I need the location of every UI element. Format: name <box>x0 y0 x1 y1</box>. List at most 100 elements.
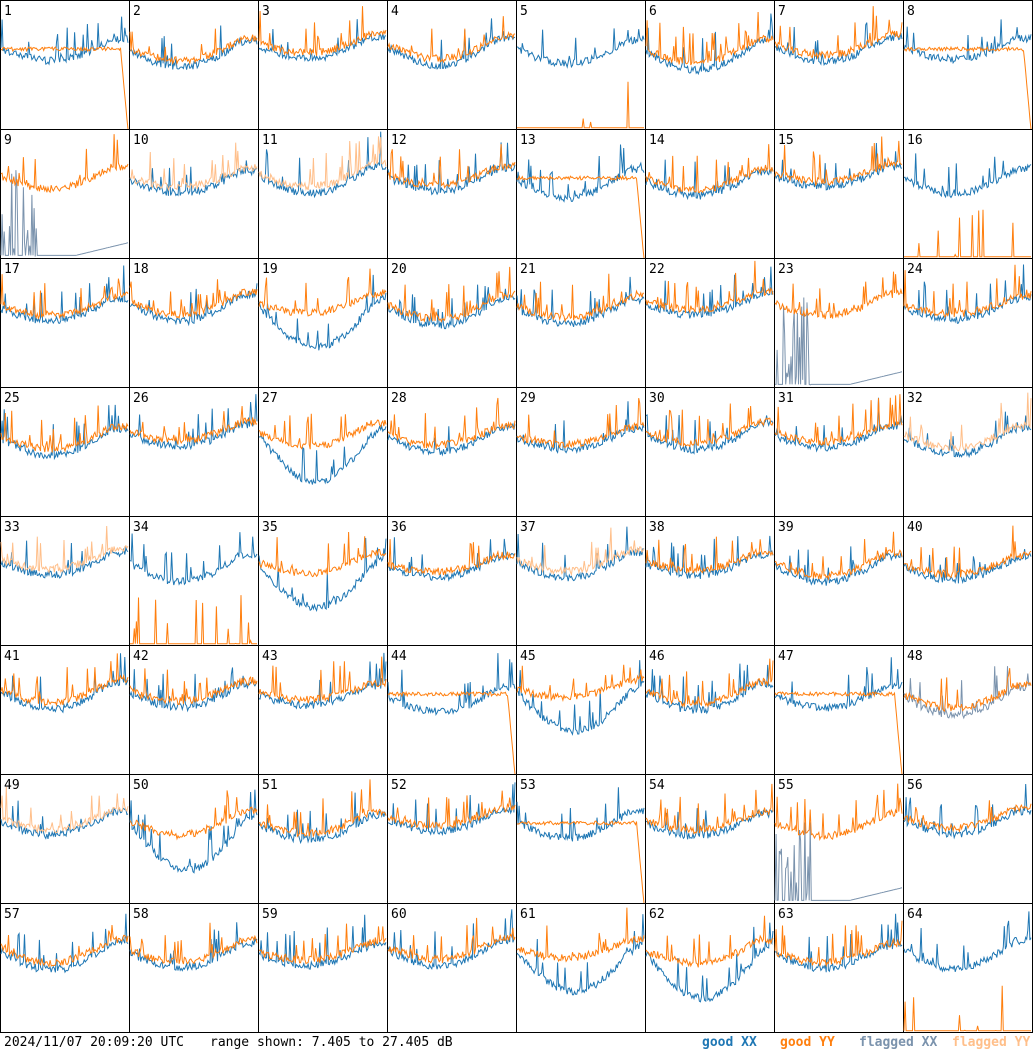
panel-label: 10 <box>133 133 149 148</box>
panel-frame <box>258 645 388 775</box>
panel-7: 7 <box>774 0 904 130</box>
panel-label: 7 <box>778 4 786 19</box>
panel-4: 4 <box>387 0 517 130</box>
panel-label: 6 <box>649 4 657 19</box>
series-yy-line <box>774 271 903 320</box>
panel-label: 61 <box>520 907 536 922</box>
series-xx-line <box>258 19 387 62</box>
series-yy-line <box>0 45 129 130</box>
series-xx-line <box>903 153 1032 199</box>
panel-frame <box>0 258 130 388</box>
series-xx-line <box>258 424 387 485</box>
series-yy-line <box>129 406 258 445</box>
series-yy-line <box>0 786 129 834</box>
panel-62: 62 <box>645 903 775 1033</box>
panel-frame <box>774 645 904 775</box>
panel-57: 57 <box>0 903 130 1033</box>
panel-label: 26 <box>133 391 149 406</box>
panel-frame <box>258 903 388 1033</box>
panel-label: 64 <box>907 907 923 922</box>
panel-19: 19 <box>258 258 388 388</box>
panel-29: 29 <box>516 387 646 517</box>
panel-label: 39 <box>778 520 794 535</box>
panel-5: 5 <box>516 0 646 130</box>
panel-label: 31 <box>778 391 794 406</box>
panel-20: 20 <box>387 258 517 388</box>
panel-8: 8 <box>903 0 1033 130</box>
series-xx-line <box>0 170 129 257</box>
series-xx-line <box>903 411 1032 459</box>
panel-frame <box>516 387 646 517</box>
panel-frame <box>0 516 130 646</box>
panel-label: 30 <box>649 391 665 406</box>
panel-frame <box>129 774 259 904</box>
series-xx-line <box>129 789 258 874</box>
series-yy-line <box>645 783 774 835</box>
panel-label: 62 <box>649 907 665 922</box>
legend-flagged-yy: flagged YY <box>952 1035 1031 1050</box>
series-xx-line <box>774 822 903 902</box>
panel-30: 30 <box>645 387 775 517</box>
series-yy-line <box>903 392 1032 452</box>
series-yy-line <box>0 653 129 707</box>
panel-frame <box>0 903 130 1033</box>
series-xx-line <box>258 274 387 351</box>
panel-label: 16 <box>907 133 923 148</box>
panel-label: 35 <box>262 520 278 535</box>
panel-32: 32 <box>903 387 1033 517</box>
series-yy-line <box>387 16 516 64</box>
panel-24: 24 <box>903 258 1033 388</box>
series-yy-line <box>774 531 903 581</box>
panel-frame <box>903 645 1033 775</box>
series-xx-line <box>903 783 1032 840</box>
panel-label: 49 <box>4 778 20 793</box>
series-yy-line <box>645 11 774 66</box>
panel-frame <box>516 258 646 388</box>
series-xx-line <box>129 25 258 70</box>
panel-6: 6 <box>645 0 775 130</box>
panel-frame <box>129 129 259 259</box>
series-yy-line <box>387 144 516 190</box>
panel-label: 58 <box>133 907 149 922</box>
legend-good-xx: good XX <box>702 1035 757 1050</box>
series-yy-line <box>129 922 258 965</box>
panel-frame <box>387 387 517 517</box>
series-yy-line <box>387 266 516 323</box>
panel-12: 12 <box>387 129 517 259</box>
series-yy-line <box>516 397 645 449</box>
panel-17: 17 <box>0 258 130 388</box>
panel-frame <box>774 0 904 130</box>
series-xx-line <box>129 160 258 197</box>
panel-label: 52 <box>391 778 407 793</box>
panel-label: 48 <box>907 649 923 664</box>
panel-26: 26 <box>129 387 259 517</box>
series-xx-line <box>645 266 774 319</box>
series-yy-line <box>516 174 645 259</box>
series-xx-line <box>0 16 129 66</box>
panel-frame <box>0 774 130 904</box>
series-xx-line <box>258 131 387 199</box>
series-yy-line <box>130 595 257 645</box>
panel-11: 11 <box>258 129 388 259</box>
panel-42: 42 <box>129 645 259 775</box>
panel-55: 55 <box>774 774 904 904</box>
panel-label: 37 <box>520 520 536 535</box>
panel-label: 19 <box>262 262 278 277</box>
panel-frame <box>387 258 517 388</box>
panel-label: 1 <box>4 4 12 19</box>
panel-label: 51 <box>262 778 278 793</box>
series-yy-line <box>0 525 129 575</box>
panel-frame <box>903 258 1033 388</box>
series-yy-line <box>0 274 129 320</box>
series-yy-line <box>774 920 903 968</box>
panel-label: 33 <box>4 520 20 535</box>
series-yy-line <box>516 820 645 904</box>
panel-label: 21 <box>520 262 536 277</box>
panel-35: 35 <box>258 516 388 646</box>
series-xx-line <box>774 657 903 712</box>
series-xx-line <box>645 535 774 579</box>
series-xx-line <box>903 666 1032 720</box>
series-yy-line <box>387 917 516 964</box>
series-yy-line <box>517 81 644 129</box>
series-xx-line <box>516 660 645 736</box>
